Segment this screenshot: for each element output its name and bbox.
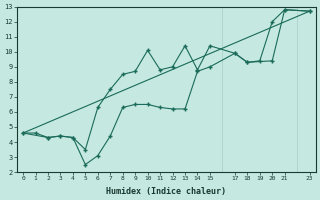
X-axis label: Humidex (Indice chaleur): Humidex (Indice chaleur) [106,187,226,196]
